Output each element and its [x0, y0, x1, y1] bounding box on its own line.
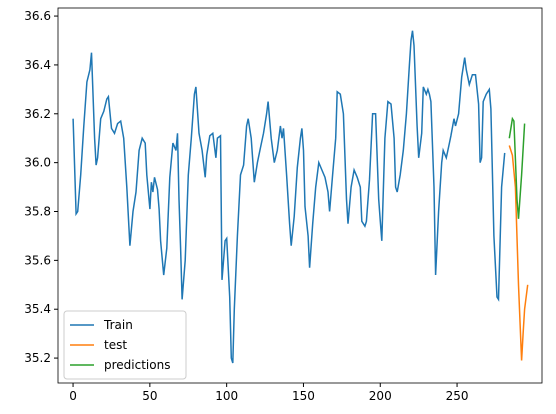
y-tick-label: 36.4 — [24, 58, 51, 72]
series-line — [72, 30, 506, 364]
y-tick-label: 36.6 — [24, 9, 51, 23]
x-tick-label: 0 — [69, 389, 77, 403]
series-line — [508, 145, 529, 361]
legend-label: test — [104, 338, 127, 352]
y-tick-label: 36.2 — [24, 107, 51, 121]
x-tick-label: 50 — [142, 389, 157, 403]
x-tick-label: 200 — [369, 389, 392, 403]
x-tick-label: 250 — [446, 389, 469, 403]
y-tick-label: 35.2 — [24, 351, 51, 365]
y-tick-label: 36.0 — [24, 156, 51, 170]
plot-frame — [57, 7, 543, 384]
y-tick-label: 35.4 — [24, 302, 51, 316]
series-line — [508, 116, 526, 219]
legend-box — [63, 310, 187, 380]
x-tick-label: 150 — [292, 389, 315, 403]
legend-label: predictions — [104, 358, 170, 372]
legend-label: Train — [103, 318, 133, 332]
y-tick-label: 35.6 — [24, 253, 51, 267]
x-tick-label: 100 — [215, 389, 238, 403]
y-tick-label: 35.8 — [24, 205, 51, 219]
